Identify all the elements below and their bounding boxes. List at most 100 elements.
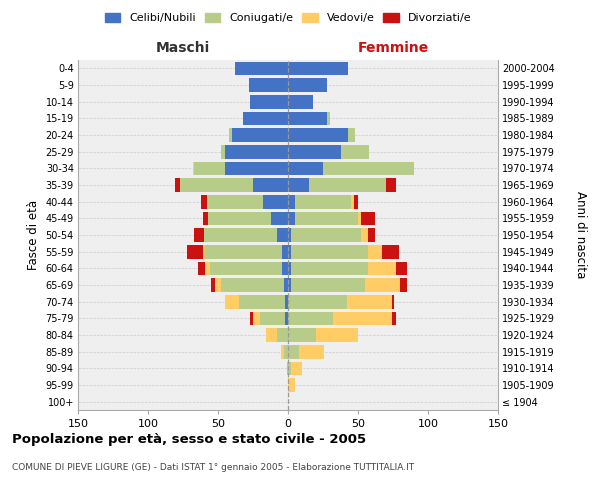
Bar — [288, 228, 291, 242]
Bar — [361, 228, 368, 242]
Bar — [277, 228, 288, 242]
Bar — [288, 78, 327, 92]
Bar — [288, 378, 295, 392]
Bar — [358, 212, 361, 225]
Bar — [368, 228, 375, 242]
Bar — [288, 95, 313, 108]
Bar — [291, 278, 365, 292]
Text: Femmine: Femmine — [358, 41, 428, 55]
Bar — [194, 228, 204, 242]
Bar — [271, 212, 288, 225]
Bar — [193, 162, 194, 175]
Text: Maschi: Maschi — [156, 41, 210, 55]
Bar — [288, 212, 295, 225]
Bar — [194, 162, 225, 175]
Bar — [288, 112, 327, 125]
Legend: Celibi/Nubili, Coniugati/e, Vedovi/e, Divorziati/e: Celibi/Nubili, Coniugati/e, Vedovi/e, Di… — [100, 8, 476, 28]
Bar — [253, 312, 260, 325]
Bar — [291, 228, 361, 242]
Bar — [288, 295, 347, 308]
Bar — [327, 112, 330, 125]
Bar — [288, 195, 295, 208]
Bar — [283, 262, 288, 275]
Bar — [288, 128, 348, 142]
Bar — [288, 345, 299, 358]
Bar — [361, 212, 375, 225]
Bar — [284, 278, 288, 292]
Bar — [386, 178, 396, 192]
Bar — [333, 312, 392, 325]
Bar — [221, 145, 225, 158]
Bar — [285, 295, 288, 308]
Bar — [368, 262, 396, 275]
Bar — [288, 62, 348, 75]
Bar — [209, 262, 283, 275]
Bar — [239, 295, 285, 308]
Bar — [253, 178, 288, 192]
Bar — [225, 145, 288, 158]
Bar — [351, 195, 354, 208]
Bar — [205, 262, 209, 275]
Bar — [249, 78, 288, 92]
Bar — [396, 262, 407, 275]
Bar — [288, 262, 291, 275]
Bar — [211, 278, 215, 292]
Bar — [348, 128, 355, 142]
Bar — [287, 362, 288, 375]
Bar — [354, 195, 358, 208]
Bar — [263, 195, 288, 208]
Bar — [266, 328, 277, 342]
Bar — [260, 312, 285, 325]
Bar — [288, 328, 316, 342]
Bar — [225, 162, 288, 175]
Bar — [295, 195, 351, 208]
Bar — [288, 162, 323, 175]
Bar — [392, 312, 396, 325]
Text: Popolazione per età, sesso e stato civile - 2005: Popolazione per età, sesso e stato civil… — [12, 432, 366, 446]
Bar — [232, 128, 288, 142]
Bar — [281, 345, 284, 358]
Bar — [199, 262, 205, 275]
Bar — [208, 212, 271, 225]
Bar — [291, 262, 368, 275]
Bar — [204, 228, 277, 242]
Bar — [215, 278, 221, 292]
Bar — [205, 245, 283, 258]
Bar — [207, 195, 263, 208]
Bar — [288, 362, 291, 375]
Bar — [180, 178, 253, 192]
Bar — [225, 295, 239, 308]
Bar — [291, 245, 368, 258]
Bar — [288, 312, 333, 325]
Bar — [365, 278, 400, 292]
Bar — [203, 245, 205, 258]
Bar — [316, 328, 358, 342]
Bar — [288, 278, 291, 292]
Bar — [201, 195, 207, 208]
Text: COMUNE DI PIEVE LIGURE (GE) - Dati ISTAT 1° gennaio 2005 - Elaborazione TUTTITAL: COMUNE DI PIEVE LIGURE (GE) - Dati ISTAT… — [12, 462, 414, 471]
Bar — [347, 295, 392, 308]
Bar — [229, 128, 232, 142]
Bar — [341, 145, 369, 158]
Bar — [221, 278, 284, 292]
Bar — [291, 362, 302, 375]
Bar — [187, 245, 203, 258]
Bar — [288, 178, 309, 192]
Bar — [277, 328, 288, 342]
Bar — [175, 178, 180, 192]
Y-axis label: Fasce di età: Fasce di età — [27, 200, 40, 270]
Bar — [284, 345, 288, 358]
Bar — [203, 212, 208, 225]
Bar — [392, 295, 394, 308]
Bar — [382, 245, 398, 258]
Bar — [299, 345, 325, 358]
Bar — [285, 312, 288, 325]
Bar — [243, 112, 288, 125]
Y-axis label: Anni di nascita: Anni di nascita — [574, 192, 587, 278]
Bar — [288, 245, 291, 258]
Bar — [250, 95, 288, 108]
Bar — [309, 178, 386, 192]
Bar — [323, 162, 414, 175]
Bar — [368, 245, 382, 258]
Bar — [235, 62, 288, 75]
